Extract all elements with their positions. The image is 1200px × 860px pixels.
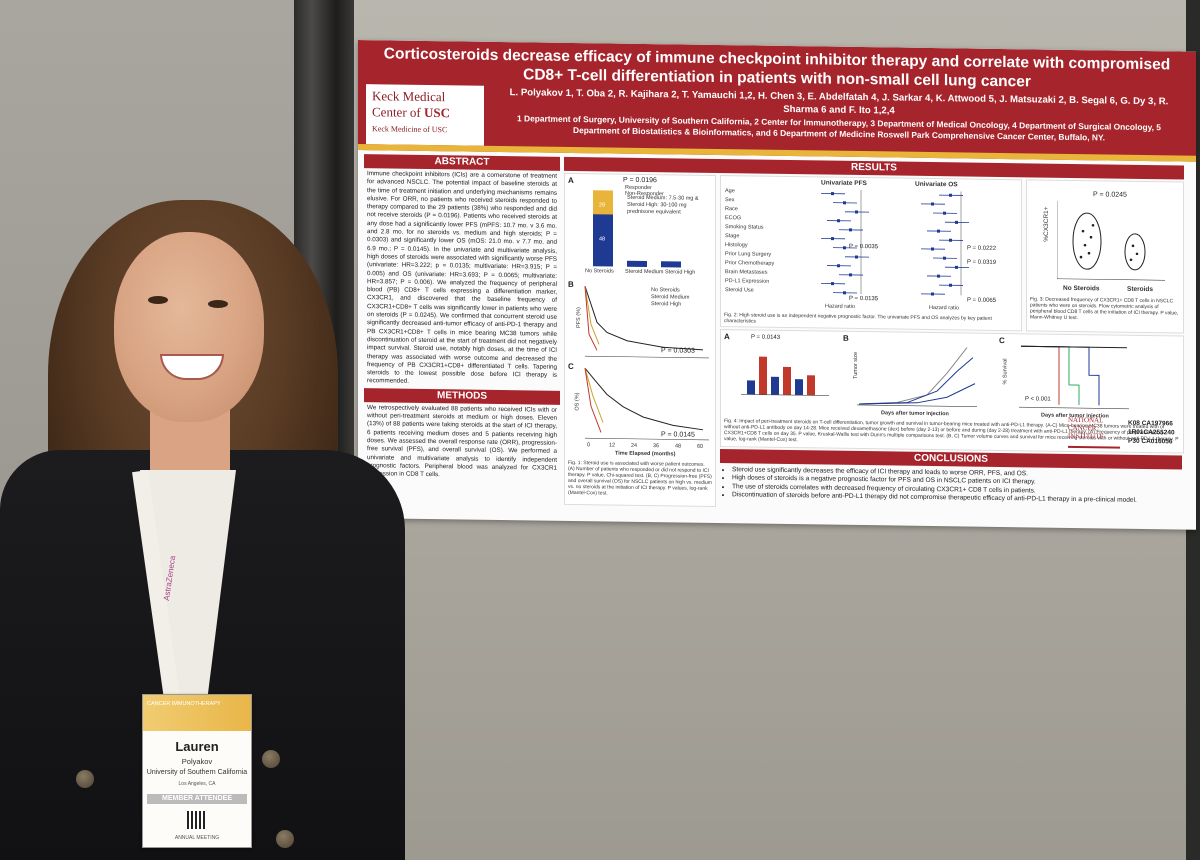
forest-point	[955, 220, 958, 224]
forest-point	[843, 201, 846, 205]
forest-point	[943, 256, 946, 260]
forest-row-label: Brain Metastases	[725, 269, 768, 276]
badge-role: MEMBER ATTENDEE	[147, 794, 247, 804]
forest-point	[837, 219, 840, 223]
forest-point	[931, 202, 934, 206]
person-eye-left	[148, 296, 168, 304]
fig4b-tumor-curves	[857, 347, 977, 407]
pfs-curve	[584, 286, 709, 359]
forest-point	[837, 264, 840, 268]
fig4c-survival	[1019, 345, 1129, 410]
forest-row-label: Sex	[725, 197, 735, 204]
badge-header: CANCER IMMUNOTHERAPY	[143, 695, 251, 731]
forest-row-label: Race	[725, 206, 738, 213]
forest-point	[843, 291, 846, 295]
figure-2-forest: Univariate PFS Univariate OS Age Sex Race E…	[720, 175, 1022, 332]
forest-point	[949, 193, 952, 197]
jacket-button	[76, 770, 94, 788]
forest-point	[937, 274, 940, 278]
forest-point	[931, 292, 934, 296]
bar-steroid-medium	[627, 260, 647, 268]
badge-last-name: Polyakov	[181, 757, 213, 766]
forest-row-label: Histology	[725, 242, 748, 249]
forest-row-label: Stage	[725, 233, 740, 240]
keck-usc-logo: Keck Medical Center of USC Keck Medicine…	[366, 84, 484, 146]
abstract-text: Immune checkpoint inhibitors (ICIs) are …	[367, 170, 557, 386]
grant-numbers: K08 CA197966 1R01CA255240 P30 CA016056	[1128, 419, 1175, 446]
os-curve	[584, 367, 709, 441]
forest-row-label: Steroid Use	[725, 287, 754, 294]
forest-point	[855, 255, 858, 259]
forest-point	[949, 283, 952, 287]
forest-point	[831, 192, 834, 196]
results-area: RESULTS A P = 0.0196 29 48 Steroid Mediu…	[564, 156, 1184, 526]
figure-3: %CX3CR1+ P = 0.0245 No Steroids Steroids…	[1026, 179, 1184, 334]
forest-point	[855, 210, 858, 214]
forest-point	[931, 247, 934, 251]
poster-title: Corticosteroids decrease efficacy of imm…	[383, 45, 1171, 91]
badge-first-name: Lauren	[175, 739, 219, 754]
name-badge: CANCER IMMUNOTHERAPY Lauren Polyakov Uni…	[142, 694, 252, 848]
person-eye-right	[208, 300, 228, 308]
forest-row-label: Prior Chemotherapy	[725, 260, 775, 267]
methods-text: We retrospectively evaluated 88 patients…	[367, 403, 557, 479]
forest-point	[955, 265, 958, 269]
fig3-violin	[1057, 200, 1165, 281]
nci-logo: NATIONAL CANCER INSTITUTE	[1068, 415, 1120, 449]
forest-point	[831, 237, 834, 241]
research-poster: Corticosteroids decrease efficacy of imm…	[358, 40, 1196, 530]
person-face	[114, 232, 264, 422]
bar-steroid-high	[661, 261, 681, 268]
forest-point	[949, 238, 952, 242]
forest-point	[831, 282, 834, 286]
forest-row-labels: Age Sex Race ECOG Smoking Status Stage Histolo…	[725, 188, 785, 293]
jacket-button	[276, 830, 294, 848]
badge-city: Los Angeles, CA	[178, 781, 216, 787]
fig4a-bars	[741, 356, 829, 396]
badge-footer: ANNUAL MEETING	[174, 835, 220, 841]
conclusions-section: CONCLUSIONS Steroid use significantly de…	[720, 449, 1182, 521]
forest-point	[849, 273, 852, 277]
forest-row-label: Smoking Status	[725, 224, 764, 231]
poster-header: Corticosteroids decrease efficacy of imm…	[358, 40, 1196, 162]
forest-point	[849, 228, 852, 232]
figure-1: A P = 0.0196 29 48 Steroid Medium: 7.5-3…	[564, 172, 716, 507]
badge-institution: University of Southern California	[146, 769, 248, 776]
forest-row-label: Prior Lung Surgery	[725, 251, 772, 258]
left-column: ABSTRACT Immune checkpoint inhibitors (I…	[364, 154, 560, 517]
forest-row-label: PD-L1 Expression	[725, 278, 770, 285]
forest-row-label: Age	[725, 188, 735, 195]
forest-row-label: ECOG	[725, 215, 742, 222]
conclusions-list: Steroid use significantly decreases the …	[720, 463, 1182, 506]
forest-point	[943, 211, 946, 215]
figure-4: A P = 0.0143 B Tumor size Days after tum…	[720, 329, 1184, 454]
jacket-button	[262, 750, 280, 768]
qr-code-icon	[187, 811, 205, 829]
forest-plot-marks	[821, 190, 969, 296]
forest-point	[937, 229, 940, 233]
poster-authors: L. Polyakov 1, T. Oba 2, R. Kajihara 2, …	[509, 87, 1169, 143]
forest-point	[843, 246, 846, 250]
